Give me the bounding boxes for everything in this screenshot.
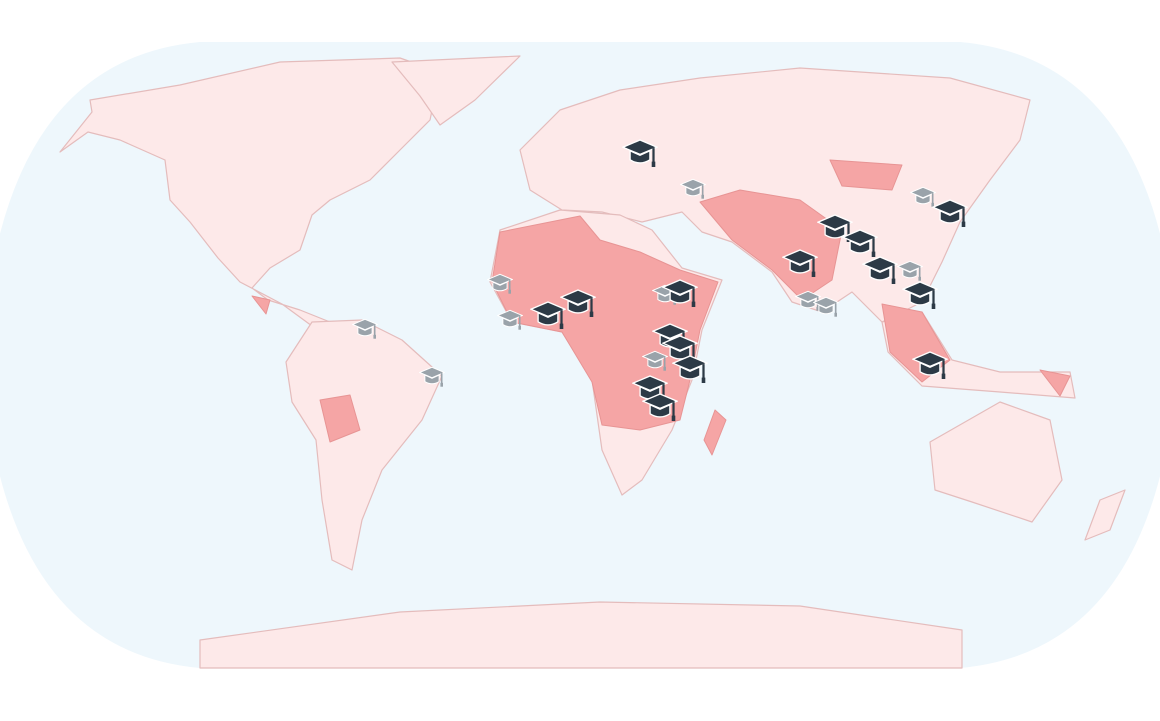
australia <box>929 401 1063 523</box>
central-america-region <box>251 295 271 315</box>
madagascar <box>703 409 727 456</box>
south-america <box>285 319 443 571</box>
mongolia <box>829 159 903 191</box>
papua <box>1039 369 1071 397</box>
greenland <box>391 55 521 126</box>
highlighted-countries <box>251 159 1071 456</box>
bolivia <box>319 394 361 443</box>
new-zealand <box>1084 489 1126 541</box>
antarctica <box>199 601 963 669</box>
south-asia-region <box>699 189 843 301</box>
africa-region <box>491 215 719 431</box>
